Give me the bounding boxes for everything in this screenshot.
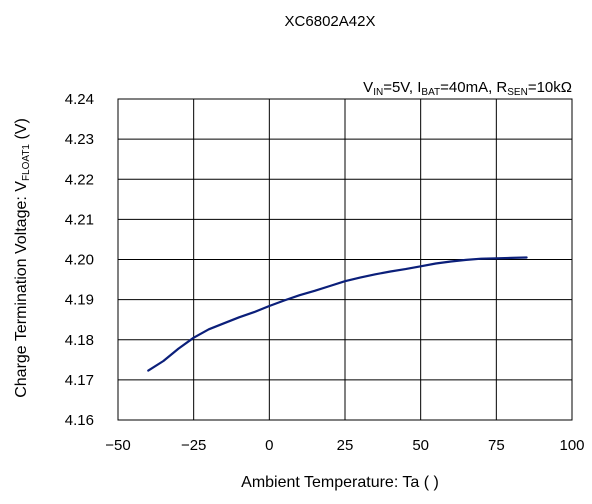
x-tick-label: −25 — [181, 437, 206, 454]
condition-label: VIN=5V, IBAT=40mA, RSEN=10kΩ — [363, 79, 572, 98]
x-tick-label: 75 — [488, 437, 505, 454]
y-tick-label: 4.20 — [65, 252, 94, 269]
text-part: SEN — [507, 87, 528, 98]
y-tick-label: 4.23 — [65, 131, 94, 148]
text-part: =10kΩ — [528, 79, 572, 96]
x-tick-label: −50 — [105, 437, 130, 454]
text-part: IN — [373, 87, 383, 98]
text-part: =40mA, R — [440, 79, 507, 96]
text-part: FLOAT1 — [21, 144, 32, 181]
x-tick-label: 25 — [337, 437, 354, 454]
text-part: V — [363, 79, 373, 96]
y-tick-label: 4.22 — [65, 171, 94, 188]
text-part: BAT — [421, 87, 440, 98]
text-part: Charge Termination Voltage: V — [13, 181, 30, 398]
x-tick-label: 100 — [559, 437, 584, 454]
y-tick-label: 4.17 — [65, 372, 94, 389]
y-tick-label: 4.16 — [65, 412, 94, 429]
x-tick-labels: −50 −25 0 25 50 75 100 — [105, 437, 584, 454]
y-tick-label: 4.21 — [65, 211, 94, 228]
y-tick-labels: 4.16 4.17 4.18 4.19 4.20 4.21 4.22 4.23 4.24 — [65, 91, 94, 429]
text-part: =5V, I — [383, 79, 421, 96]
y-tick-label: 4.18 — [65, 332, 94, 349]
series-group — [147, 256, 528, 372]
plot-frame — [117, 98, 573, 421]
x-axis-label: Ambient Temperature: Ta ( ) — [241, 474, 439, 491]
chart-title: XC6802A42X — [285, 13, 376, 30]
x-tick-label: 0 — [265, 437, 273, 454]
series-line — [147, 256, 528, 372]
grid-lines — [117, 98, 573, 421]
y-tick-label: 4.19 — [65, 292, 94, 309]
text-part: (V) — [13, 118, 30, 144]
x-tick-label: 50 — [412, 437, 429, 454]
y-axis-label: Charge Termination Voltage: VFLOAT1 (V) — [13, 118, 32, 398]
y-tick-label: 4.24 — [65, 91, 94, 108]
